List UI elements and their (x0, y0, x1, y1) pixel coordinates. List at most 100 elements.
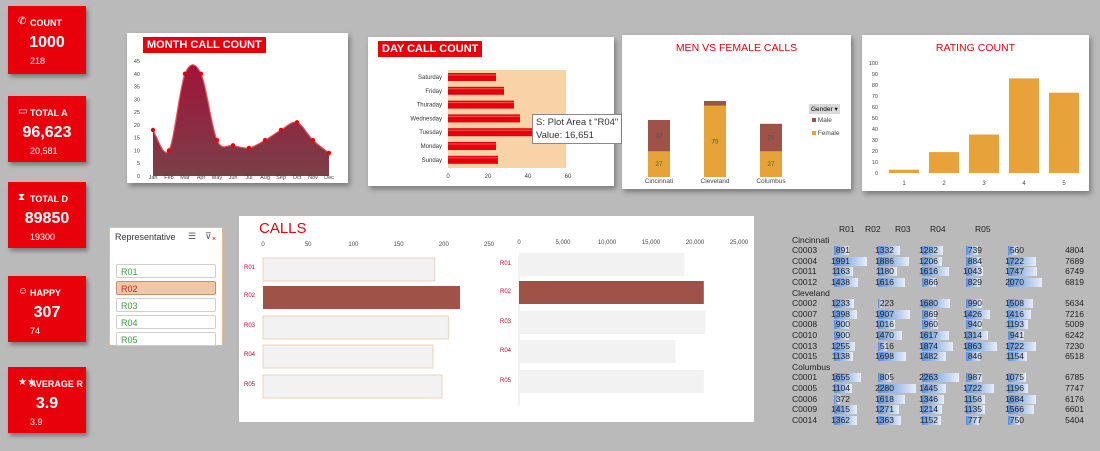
row-id: C0011 (792, 266, 817, 277)
kpi-sub: 20,581 (30, 146, 58, 156)
column-header: R01 (839, 224, 855, 234)
cell-value: 1416 (1005, 308, 1024, 319)
y-tick-label: 20 (872, 149, 878, 155)
x-tick-label: 5 (1062, 181, 1066, 187)
row-total: 6785 (1065, 372, 1084, 383)
data-bar (1008, 405, 1034, 415)
row-id: C0005 (792, 382, 818, 393)
row-total: 5634 (1065, 298, 1084, 309)
legend-title: Gender (811, 106, 833, 113)
cell-value: 1722 (963, 382, 982, 393)
month-chart-title: MONTH CALL COUNT (143, 37, 266, 53)
data-bar (834, 341, 855, 351)
x-tick-label: Oct (293, 175, 302, 181)
month-call-count-chart[interactable]: MONTH CALL COUNT 0 5 10 15 20 25 30 35 40 45 Jan Fe… (127, 33, 348, 183)
data-bar (966, 277, 980, 287)
y-tick-label: 20 (134, 123, 140, 129)
x-tick-label: 0 (261, 242, 265, 248)
x-tick-label: 60 (565, 174, 572, 180)
bar (889, 169, 919, 173)
cell-value: 1863 (963, 340, 982, 351)
cell-value: 941 (1009, 329, 1024, 340)
men-vs-female-chart[interactable]: MEN VS FEMALE CALLS 27 33 Cincinnati 75 Clev… (622, 35, 851, 189)
bar (519, 370, 704, 393)
multi-select-icon[interactable]: ☰ (188, 231, 197, 241)
data-point (150, 127, 156, 133)
row-total: 6749 (1065, 266, 1084, 277)
cell-value: 739 (967, 245, 982, 256)
row-total: 7230 (1065, 340, 1084, 351)
slicer-item-r01[interactable]: R01 (116, 264, 216, 278)
row-id: C0013 (792, 340, 818, 351)
bar (519, 311, 706, 334)
data-bar (922, 320, 938, 330)
table-row: C0015 1138 1698 1482 846 1154 6518 (792, 351, 1092, 362)
column-header: R02 (865, 224, 881, 234)
data-bar (922, 383, 946, 393)
x-category-label: Cleveland (701, 178, 730, 185)
kpi-title: TOTAL D (30, 194, 68, 204)
group-label: Cleveland (792, 287, 830, 298)
bar (262, 344, 434, 369)
data-point (166, 148, 172, 153)
calls-panel[interactable]: CALLS 0 50 100 150 200 250 R01 R02 R03 R04 R05 0 5,0… (239, 216, 754, 422)
cell-value: 805 (879, 372, 894, 383)
cell-value: 900 (835, 319, 850, 330)
representative-slicer[interactable]: Representative ☰ ⊽ × R01 R02 R03 R04 R05 (109, 227, 223, 346)
cell-value: 1415 (831, 404, 850, 415)
legend-filter-button[interactable]: Gender ▾ (809, 104, 840, 114)
cell-value: 829 (967, 276, 982, 287)
clear-filter-icon[interactable]: ⊽ (205, 231, 212, 241)
slicer-item-r03[interactable]: R03 (116, 298, 216, 312)
row-total: 7747 (1065, 382, 1084, 393)
x-tick-label: Aug (260, 175, 270, 181)
stars-icon: ★★ (18, 377, 36, 388)
tooltip-line1: S: Plot Area (536, 117, 587, 128)
bar (519, 281, 704, 304)
area-fill (153, 64, 329, 176)
x-tick-label: Feb (164, 175, 173, 181)
cell-value: 1684 (1005, 393, 1024, 404)
data-point (246, 145, 252, 151)
data-bar (878, 320, 895, 330)
slicer-item-r05[interactable]: R05 (116, 332, 216, 346)
data-bar (966, 320, 982, 330)
data-bar (1008, 383, 1028, 393)
chart-tooltip: S: Plot Area t "R04" Value: 16,651 (532, 114, 623, 144)
table-header: R01 R02 R03 R04 R05 (792, 224, 1092, 235)
y-category-label: R05 (244, 382, 256, 388)
day-call-count-chart[interactable]: DAY CALL COUNT Saturday Friday Thuraday Wed… (368, 37, 623, 186)
group-label: Cincinnati (792, 234, 830, 245)
bar-male (648, 120, 670, 152)
cell-value: 940 (967, 319, 982, 330)
bar (263, 286, 461, 309)
data-bar (878, 352, 906, 362)
row-id: C0002 (792, 298, 818, 309)
kpi-sub: 74 (30, 326, 41, 336)
table-row: C0008 900 1016 960 940 1193 5009 (792, 319, 1092, 330)
slicer-item-r02[interactable]: R02 (116, 281, 216, 295)
data-bar (922, 415, 941, 425)
x-tick-label: Mar (180, 175, 190, 181)
y-tick-label: 25 (134, 110, 140, 116)
cell-value: 1655 (831, 372, 850, 383)
cell-value: 1616 (875, 276, 894, 287)
data-bar (1008, 394, 1036, 404)
bar-male (760, 123, 782, 152)
cell-value: 1282 (919, 245, 938, 256)
kpi-title: HAPPY (30, 288, 62, 298)
rating-count-chart[interactable]: RATING COUNT 0 10 20 30 40 50 60 70 80 90 100 1 2 3 4 5 (862, 35, 1089, 191)
kpi-title: AVERAGE R (30, 379, 83, 389)
data-bar (922, 267, 949, 277)
data-bar (834, 352, 853, 362)
kpi-card-count: ✆ COUNT 1000 218 (8, 6, 86, 74)
slicer-item-r04[interactable]: R04 (116, 315, 216, 329)
data-bar (834, 330, 849, 340)
y-tick-label: 0 (137, 174, 140, 180)
bar (1009, 78, 1039, 173)
data-point (230, 143, 236, 148)
legend-male-label: Male (817, 117, 832, 124)
cell-value: 1363 (875, 414, 894, 425)
group-label: Columbus (792, 361, 831, 372)
row-total: 6242 (1065, 329, 1084, 340)
